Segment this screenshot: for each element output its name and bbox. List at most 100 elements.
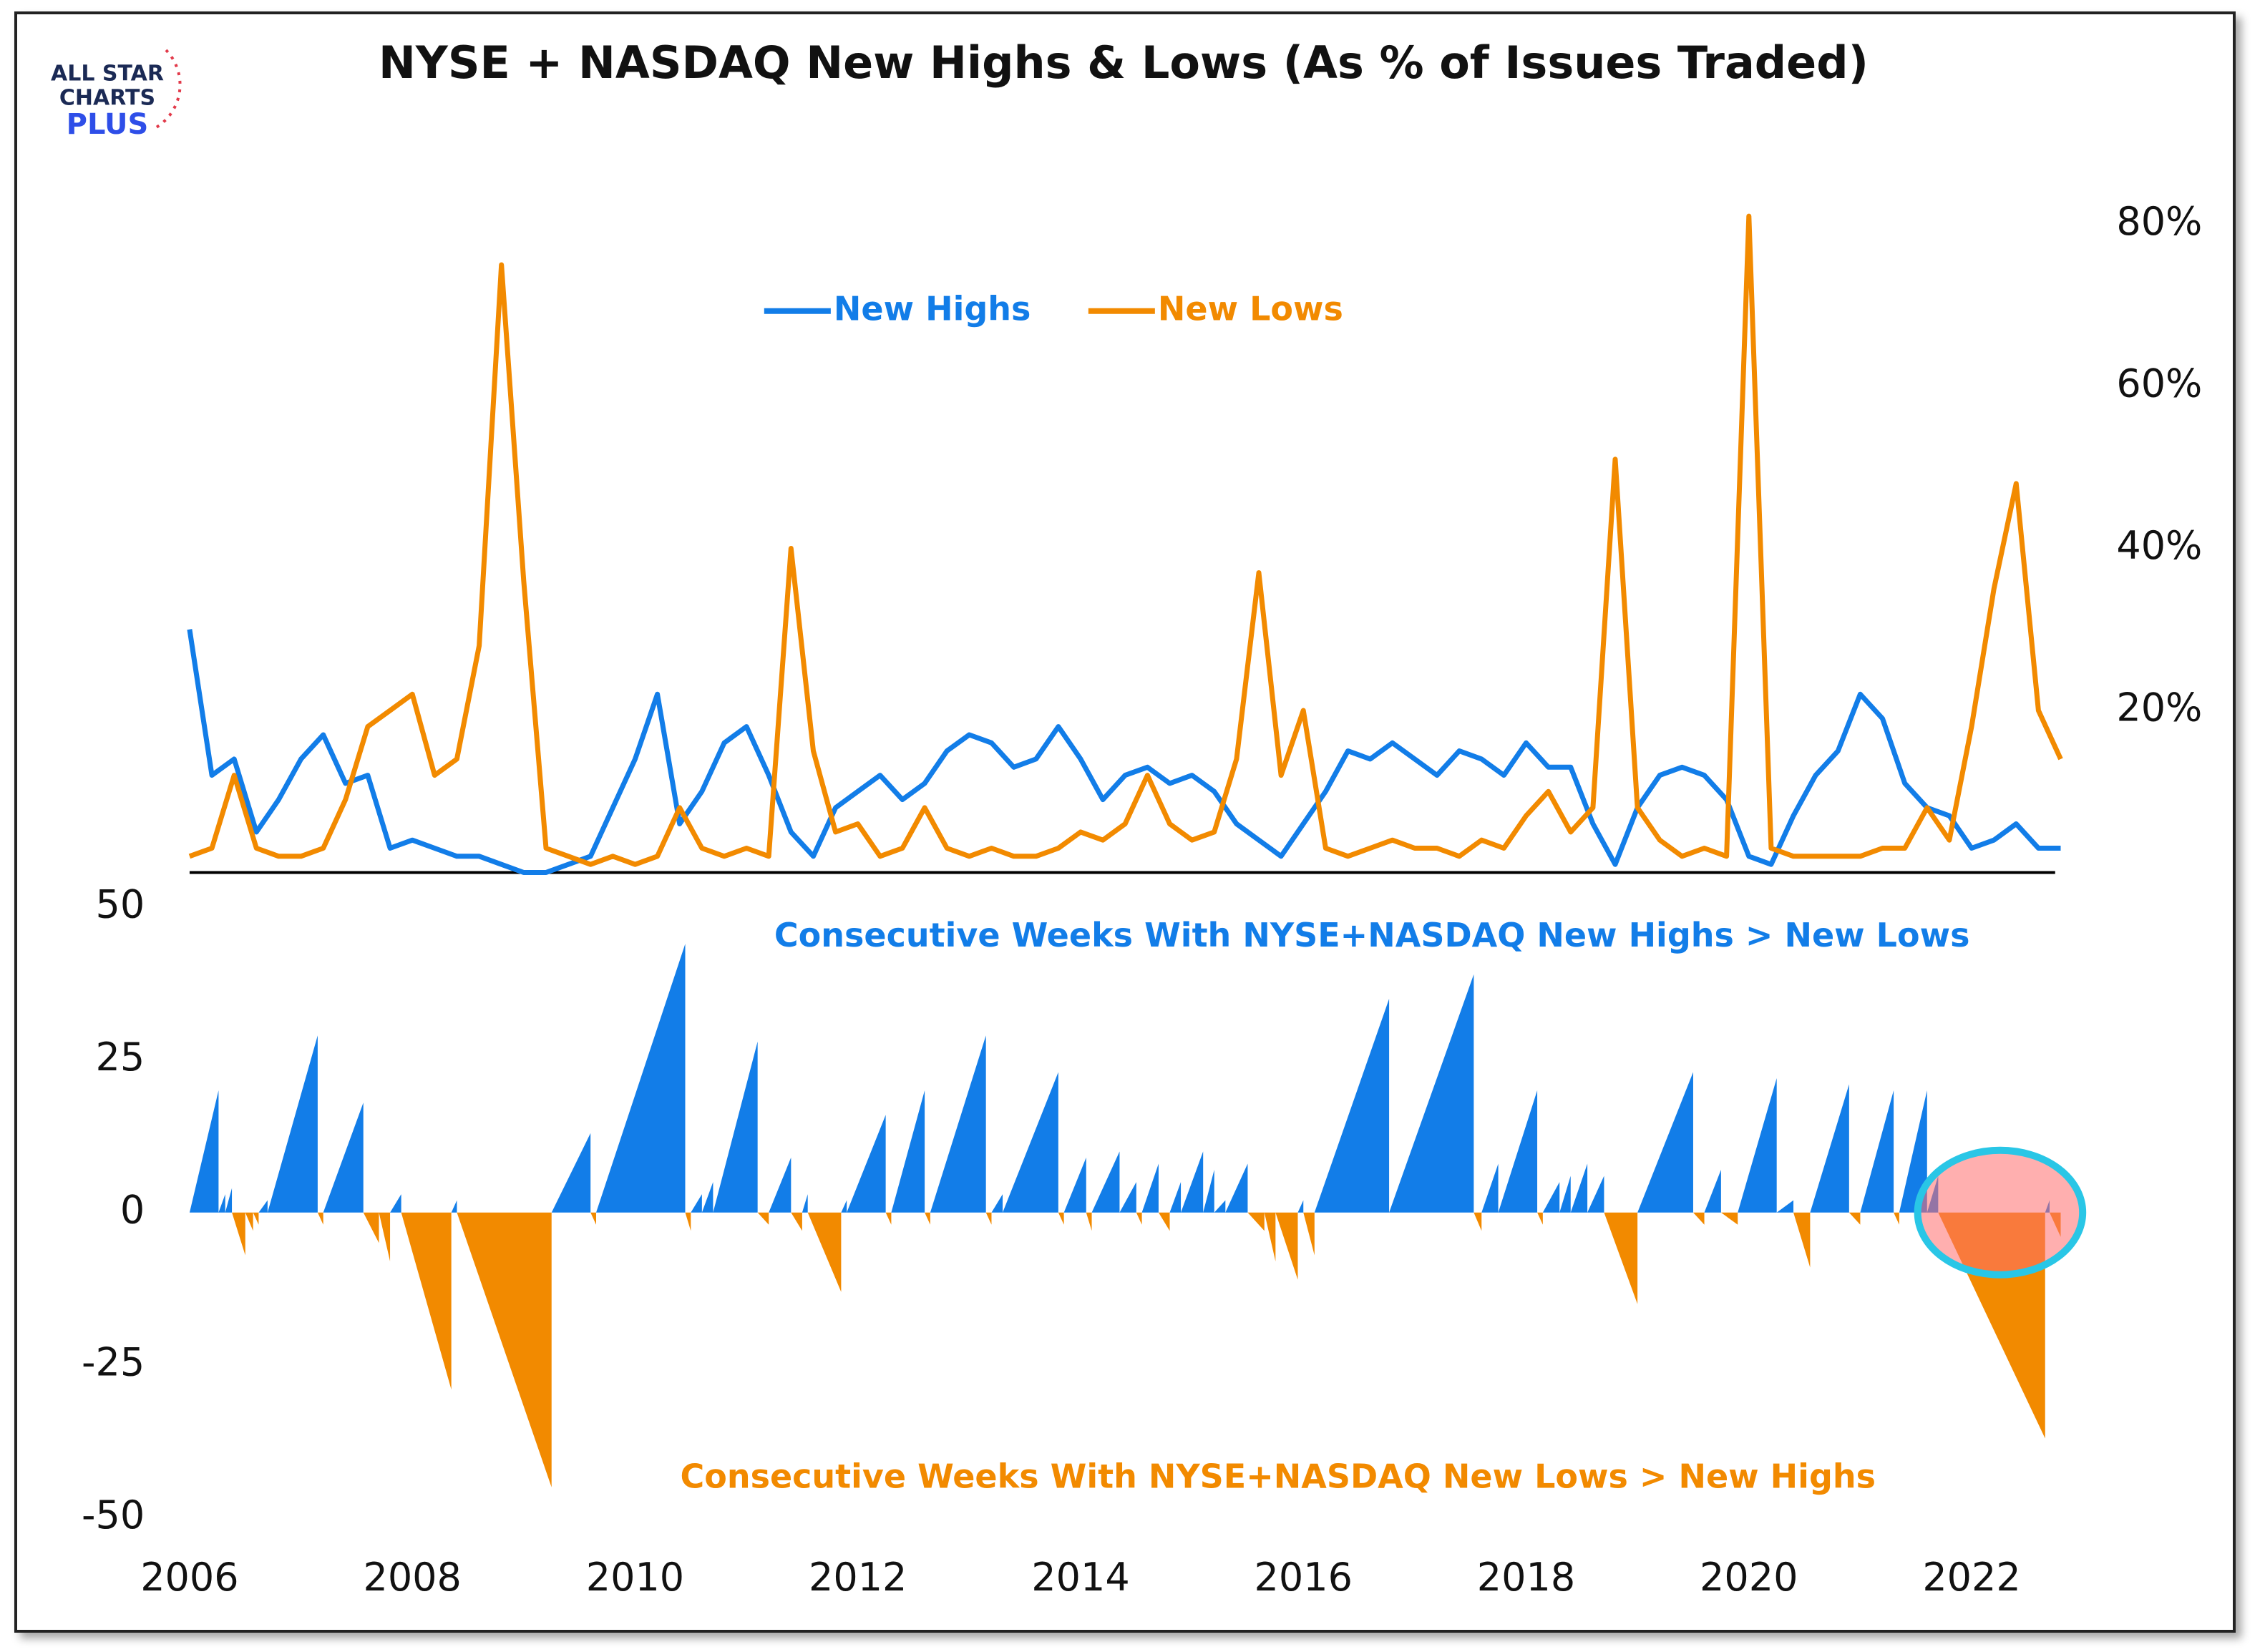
y-tick-label: -25 bbox=[82, 1340, 145, 1385]
streak bbox=[551, 1133, 591, 1213]
logo-line: PLUS bbox=[67, 108, 149, 141]
annotation: Consecutive Weeks With NYSE+NASDAQ New L… bbox=[680, 1457, 1876, 1495]
y-tick-label: 50 bbox=[96, 882, 145, 927]
highlight bbox=[1914, 1146, 2087, 1279]
streak bbox=[258, 1200, 268, 1213]
streak bbox=[1537, 1212, 1543, 1225]
streak bbox=[985, 1212, 992, 1225]
streak bbox=[225, 1188, 233, 1213]
streak bbox=[218, 1194, 225, 1213]
streak bbox=[1793, 1212, 1811, 1268]
y-tick-label: 25 bbox=[96, 1035, 145, 1080]
streak bbox=[401, 1212, 452, 1390]
streak bbox=[1738, 1077, 1777, 1213]
logo-line: ALL STAR bbox=[51, 62, 164, 87]
streak bbox=[757, 1212, 769, 1225]
chart-title: NYSE + NASDAQ New Highs & Lows (As % of … bbox=[379, 36, 1869, 89]
streak bbox=[925, 1212, 930, 1225]
streak bbox=[1604, 1212, 1638, 1304]
x-tick-label: 2008 bbox=[363, 1555, 461, 1600]
streak bbox=[390, 1194, 401, 1213]
x-tick-label: 2016 bbox=[1255, 1555, 1353, 1600]
streak bbox=[691, 1194, 702, 1213]
streak bbox=[685, 1212, 691, 1231]
streak bbox=[847, 1115, 886, 1213]
streak bbox=[1776, 1200, 1794, 1213]
streak bbox=[1498, 1090, 1538, 1213]
streak bbox=[245, 1212, 253, 1231]
streak bbox=[701, 1182, 713, 1213]
streak bbox=[1559, 1176, 1571, 1213]
series-line bbox=[188, 213, 2063, 867]
streak bbox=[1181, 1151, 1204, 1213]
series-line bbox=[187, 629, 2061, 875]
streak bbox=[1275, 1212, 1298, 1280]
streak bbox=[595, 944, 686, 1213]
streak bbox=[457, 1212, 552, 1487]
streak bbox=[1141, 1163, 1159, 1213]
streak bbox=[363, 1212, 379, 1243]
streak bbox=[1474, 1212, 1482, 1231]
logo-line: CHARTS bbox=[59, 86, 155, 111]
streak bbox=[1169, 1182, 1182, 1213]
streak bbox=[1247, 1212, 1265, 1231]
streak bbox=[189, 1090, 219, 1213]
streak bbox=[317, 1212, 323, 1225]
streak bbox=[1314, 999, 1390, 1213]
streak bbox=[1091, 1151, 1120, 1213]
streak bbox=[930, 1035, 986, 1213]
y-tick-label: 20% bbox=[2116, 685, 2202, 730]
streak bbox=[1158, 1212, 1170, 1231]
streak bbox=[1119, 1182, 1136, 1213]
streak bbox=[841, 1200, 847, 1213]
streak bbox=[885, 1212, 892, 1225]
logo-arc bbox=[153, 49, 182, 130]
streak bbox=[1542, 1182, 1560, 1213]
streak bbox=[1860, 1090, 1894, 1213]
streak bbox=[1899, 1090, 1927, 1213]
streak bbox=[1637, 1072, 1693, 1213]
streak bbox=[1086, 1212, 1092, 1231]
streak bbox=[1389, 974, 1474, 1213]
streak bbox=[1848, 1212, 1861, 1225]
streak bbox=[991, 1194, 1003, 1213]
streak bbox=[590, 1212, 596, 1225]
streak bbox=[1810, 1084, 1849, 1213]
x-tick-label: 2014 bbox=[1031, 1555, 1129, 1600]
streak bbox=[1264, 1212, 1276, 1262]
streak bbox=[1704, 1170, 1721, 1213]
streak bbox=[1720, 1212, 1738, 1225]
x-tick-label: 2020 bbox=[1700, 1555, 1798, 1600]
streak bbox=[1136, 1212, 1142, 1225]
annotation: Consecutive Weeks With NYSE+NASDAQ New H… bbox=[774, 916, 1970, 954]
x-tick-label: 2018 bbox=[1477, 1555, 1575, 1600]
streak bbox=[1214, 1200, 1226, 1213]
streak bbox=[451, 1200, 457, 1213]
y-tick-label: 40% bbox=[2116, 523, 2202, 568]
y-tick-label: 60% bbox=[2116, 361, 2202, 406]
streak bbox=[232, 1212, 245, 1256]
streak bbox=[1303, 1212, 1315, 1256]
x-tick-label: 2022 bbox=[1922, 1555, 2020, 1600]
streak bbox=[323, 1103, 364, 1213]
streak bbox=[379, 1212, 391, 1262]
x-tick-label: 2010 bbox=[586, 1555, 684, 1600]
streak bbox=[802, 1194, 808, 1213]
legend-label: New Highs bbox=[834, 289, 1031, 328]
y-tick-label: -50 bbox=[82, 1492, 145, 1538]
streak bbox=[1587, 1176, 1604, 1213]
streak bbox=[1570, 1163, 1588, 1213]
streak bbox=[769, 1157, 791, 1213]
streak bbox=[1063, 1157, 1086, 1213]
streak bbox=[713, 1041, 758, 1213]
x-tick-label: 2012 bbox=[809, 1555, 907, 1600]
streak bbox=[1894, 1212, 1899, 1225]
streak bbox=[253, 1212, 259, 1225]
y-tick-label: 80% bbox=[2116, 199, 2202, 244]
streak bbox=[807, 1212, 842, 1292]
y-tick-label: 0 bbox=[120, 1187, 145, 1232]
logo: ALL STAR CHARTS PLUS bbox=[51, 49, 182, 141]
streak bbox=[891, 1090, 925, 1213]
streak bbox=[1058, 1212, 1064, 1225]
